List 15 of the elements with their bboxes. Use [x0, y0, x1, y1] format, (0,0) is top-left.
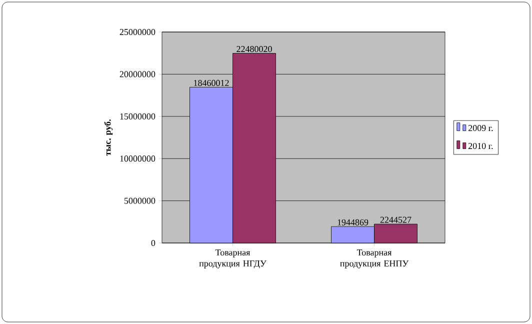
y-tick-label: 20000000 — [120, 71, 156, 78]
y-tick-label: 15000000 — [120, 113, 156, 120]
data-label: 2244527 — [380, 216, 412, 223]
y-tick-label: 0 — [151, 240, 156, 246]
y-tick-label: 25000000 — [120, 28, 156, 36]
y-tick-label: 5000000 — [124, 198, 156, 204]
legend-label: 2010 г. — [468, 142, 493, 150]
y-tick-label: 10000000 — [120, 156, 156, 162]
data-label: 22480020 — [236, 46, 272, 52]
x-tick-label: Товарная продукция ЕНПУ — [340, 250, 409, 268]
data-label: 1944869 — [338, 219, 368, 226]
x-tick-label: Товарная продукция НГДУ — [199, 250, 266, 268]
y-axis-title: тыс. руб. — [104, 120, 113, 156]
legend-label: 2009 г. — [468, 125, 493, 132]
data-label: 18460012 — [194, 80, 229, 86]
